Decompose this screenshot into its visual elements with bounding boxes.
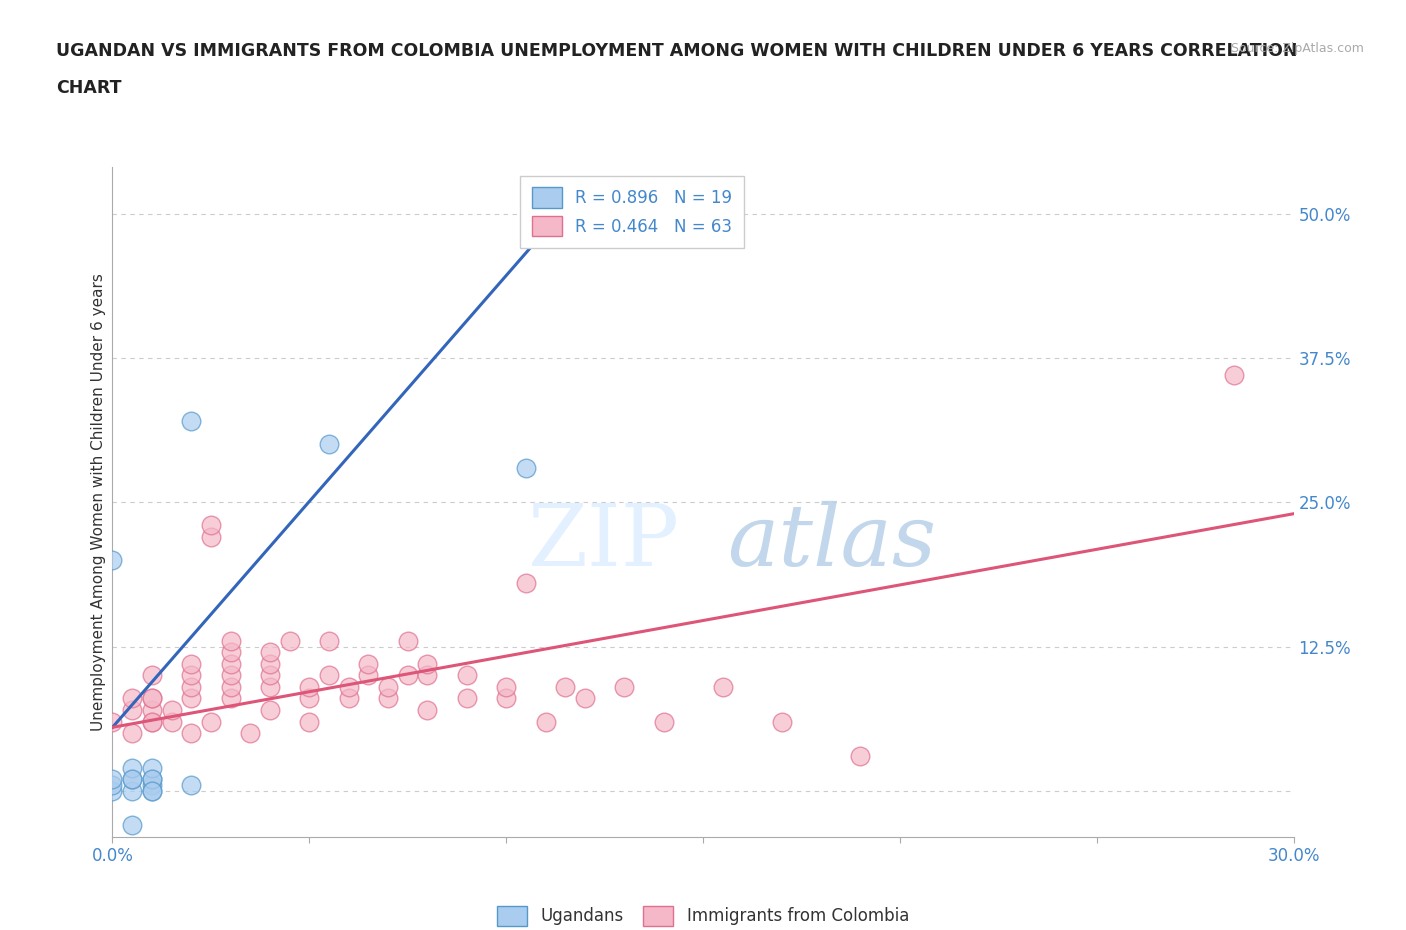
Point <box>101 714 124 729</box>
Point <box>141 783 163 798</box>
Point <box>554 680 576 695</box>
Point <box>141 772 163 787</box>
Text: atlas: atlas <box>727 501 936 584</box>
Point <box>200 518 222 533</box>
Point <box>141 691 163 706</box>
Point <box>200 714 222 729</box>
Point <box>219 691 242 706</box>
Point <box>141 714 163 729</box>
Point <box>180 668 202 683</box>
Point <box>141 777 163 792</box>
Legend: Ugandans, Immigrants from Colombia: Ugandans, Immigrants from Colombia <box>491 899 915 930</box>
Point <box>259 644 281 659</box>
Point <box>377 691 399 706</box>
Point <box>711 680 734 695</box>
Point <box>515 460 537 475</box>
Point <box>259 657 281 671</box>
Point <box>515 576 537 591</box>
Text: ZIP: ZIP <box>527 500 679 584</box>
Point <box>456 668 478 683</box>
Point <box>141 702 163 717</box>
Text: Source: ZipAtlas.com: Source: ZipAtlas.com <box>1230 42 1364 55</box>
Text: CHART: CHART <box>56 79 122 97</box>
Point <box>219 633 242 648</box>
Point <box>396 633 419 648</box>
Point <box>101 772 124 787</box>
Point <box>180 657 202 671</box>
Point <box>121 818 143 833</box>
Text: UGANDAN VS IMMIGRANTS FROM COLOMBIA UNEMPLOYMENT AMONG WOMEN WITH CHILDREN UNDER: UGANDAN VS IMMIGRANTS FROM COLOMBIA UNEM… <box>56 42 1298 60</box>
Point <box>101 777 124 792</box>
Point <box>1223 367 1246 382</box>
Point <box>298 691 321 706</box>
Point <box>180 680 202 695</box>
Point <box>613 680 636 695</box>
Point <box>121 725 143 740</box>
Point <box>200 529 222 544</box>
Point <box>396 668 419 683</box>
Point <box>141 761 163 776</box>
Point <box>770 714 793 729</box>
Point <box>160 702 183 717</box>
Point <box>357 668 380 683</box>
Point <box>357 657 380 671</box>
Point <box>416 668 439 683</box>
Point <box>219 668 242 683</box>
Point <box>495 680 517 695</box>
Point <box>141 714 163 729</box>
Point <box>180 414 202 429</box>
Point <box>180 691 202 706</box>
Point <box>160 714 183 729</box>
Point <box>534 714 557 729</box>
Point <box>219 680 242 695</box>
Point <box>121 702 143 717</box>
Point <box>180 725 202 740</box>
Point <box>377 680 399 695</box>
Y-axis label: Unemployment Among Women with Children Under 6 years: Unemployment Among Women with Children U… <box>90 273 105 731</box>
Point <box>259 668 281 683</box>
Point <box>101 783 124 798</box>
Point <box>219 657 242 671</box>
Point <box>259 680 281 695</box>
Point <box>318 437 340 452</box>
Point <box>495 691 517 706</box>
Point <box>652 714 675 729</box>
Point <box>298 680 321 695</box>
Point <box>574 691 596 706</box>
Point <box>121 772 143 787</box>
Point <box>121 691 143 706</box>
Point <box>141 691 163 706</box>
Point <box>141 772 163 787</box>
Point <box>298 714 321 729</box>
Point <box>259 702 281 717</box>
Point <box>416 657 439 671</box>
Point <box>121 783 143 798</box>
Point <box>318 633 340 648</box>
Point <box>278 633 301 648</box>
Point <box>121 772 143 787</box>
Point <box>239 725 262 740</box>
Point <box>141 668 163 683</box>
Point <box>141 783 163 798</box>
Point <box>337 691 360 706</box>
Point <box>101 552 124 567</box>
Point <box>456 691 478 706</box>
Point <box>318 668 340 683</box>
Point <box>416 702 439 717</box>
Point <box>337 680 360 695</box>
Point <box>849 749 872 764</box>
Point <box>121 761 143 776</box>
Point <box>180 777 202 792</box>
Point <box>219 644 242 659</box>
